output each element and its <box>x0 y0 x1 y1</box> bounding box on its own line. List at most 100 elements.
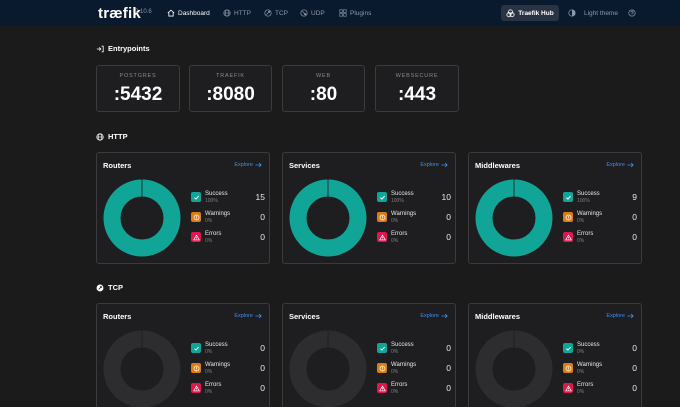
status-donut-chart <box>475 179 553 257</box>
legend-count: 0 <box>260 232 265 242</box>
nav-plugins-label: Plugins <box>350 9 372 17</box>
explore-link[interactable]: Explore <box>234 162 262 168</box>
status-legend: Success 0% 0 Warnings 0% 0 Errors <box>191 342 265 402</box>
card-title: Routers <box>103 312 132 321</box>
help-button[interactable] <box>628 6 636 20</box>
nav-udp-label: UDP <box>311 9 325 17</box>
home-icon <box>167 9 175 17</box>
arrow-right-icon <box>255 313 262 319</box>
legend-count: 0 <box>632 363 637 373</box>
legend-percent: 0% <box>391 238 399 244</box>
nav-tcp[interactable]: TCP <box>264 6 288 20</box>
legend-warnings: Warnings 0% 0 <box>563 211 637 231</box>
status-legend: Success 0% 0 Warnings 0% 0 Errors <box>377 342 451 402</box>
legend-count: 10 <box>441 192 451 202</box>
contrast-icon <box>568 9 576 17</box>
legend-success: Success 100% 15 <box>191 191 265 211</box>
entrypoint-name: TRAEFIK <box>216 73 245 79</box>
legend-label: Errors <box>391 231 408 237</box>
legend-label: Errors <box>391 382 408 388</box>
legend-label: Warnings <box>577 211 603 217</box>
light-theme-toggle[interactable]: Light theme <box>568 6 618 20</box>
legend-percent: 0% <box>577 349 585 355</box>
status-donut-chart <box>289 330 367 407</box>
http-title: HTTP <box>108 132 128 141</box>
legend-label: Warnings <box>577 362 603 368</box>
legend-percent: 0% <box>391 389 399 395</box>
status-legend: Success 100% 10 Warnings 0% 0 Erro <box>377 191 451 251</box>
legend-count: 9 <box>632 192 637 202</box>
tcp-services-card: Services Explore Success 0% 0 <box>282 303 456 407</box>
error-icon <box>191 383 201 393</box>
legend-label: Warnings <box>205 362 231 368</box>
legend-success: Success 0% 0 <box>377 342 451 362</box>
error-icon <box>563 383 573 393</box>
card-title: Services <box>289 312 320 321</box>
legend-warnings: Warnings 0% 0 <box>377 362 451 382</box>
legend-count: 0 <box>446 343 451 353</box>
legend-count: 0 <box>632 383 637 393</box>
status-donut-chart <box>475 330 553 407</box>
explore-label: Explore <box>606 162 625 168</box>
globe-icon <box>223 9 231 17</box>
status-donut-chart <box>103 179 181 257</box>
entrypoint-name: WEBSECURE <box>395 73 439 79</box>
explore-link[interactable]: Explore <box>606 162 634 168</box>
legend-count: 0 <box>446 232 451 242</box>
http-routers-card: Routers Explore Success 100% 15 <box>96 152 270 264</box>
error-icon <box>377 383 387 393</box>
traefik-hub-button[interactable]: Traefik Hub <box>501 5 559 21</box>
globe-icon <box>96 132 104 141</box>
legend-percent: 0% <box>577 218 585 224</box>
warning-icon <box>191 363 201 373</box>
entrypoint-port: :443 <box>397 84 437 105</box>
explore-label: Explore <box>606 313 625 319</box>
legend-errors: Errors 0% 0 <box>377 382 451 402</box>
arrow-right-icon <box>441 313 448 319</box>
legend-errors: Errors 0% 0 <box>191 382 265 402</box>
arrow-right-icon <box>627 162 634 168</box>
nav-http[interactable]: HTTP <box>223 6 251 20</box>
legend-count: 0 <box>260 343 265 353</box>
legend-percent: 0% <box>391 369 399 375</box>
entrypoint-card-traefik: TRAEFIK :8080 <box>189 65 272 112</box>
entrypoints-title: Entrypoints <box>108 44 150 53</box>
legend-warnings: Warnings 0% 0 <box>191 362 265 382</box>
legend-count: 0 <box>260 383 265 393</box>
explore-link[interactable]: Explore <box>420 313 448 319</box>
error-icon <box>377 232 387 242</box>
legend-label: Errors <box>205 382 222 388</box>
nav-plugins[interactable]: Plugins <box>339 6 371 20</box>
status-legend: Success 0% 0 Warnings 0% 0 Errors <box>563 342 637 402</box>
status-donut-chart <box>289 179 367 257</box>
explore-link[interactable]: Explore <box>234 313 262 319</box>
legend-percent: 0% <box>205 218 213 224</box>
check-icon <box>191 343 201 353</box>
legend-label: Success <box>205 191 228 197</box>
legend-count: 0 <box>632 343 637 353</box>
legend-count: 0 <box>632 212 637 222</box>
nav-udp[interactable]: UDP <box>300 6 325 20</box>
legend-success: Success 100% 9 <box>563 191 637 211</box>
legend-warnings: Warnings 0% 0 <box>377 211 451 231</box>
tcp-routers-card: Routers Explore Success 0% 0 <box>96 303 270 407</box>
plugins-icon <box>339 9 347 17</box>
nav-dashboard-label: Dashboard <box>178 9 210 17</box>
entrypoint-card-web: WEB :80 <box>282 65 365 112</box>
card-title: Routers <box>103 161 132 170</box>
legend-success: Success 0% 0 <box>191 342 265 362</box>
legend-percent: 0% <box>205 369 213 375</box>
traefik-hub-label: Traefik Hub <box>518 9 554 17</box>
legend-label: Success <box>577 191 600 197</box>
nav-dashboard[interactable]: Dashboard <box>167 6 210 20</box>
legend-label: Success <box>391 342 414 348</box>
traefik-logo[interactable]: træfik <box>98 5 141 22</box>
legend-count: 0 <box>260 212 265 222</box>
udp-icon <box>300 9 308 17</box>
explore-link[interactable]: Explore <box>420 162 448 168</box>
legend-percent: 0% <box>205 349 213 355</box>
explore-link[interactable]: Explore <box>606 313 634 319</box>
legend-count: 0 <box>446 212 451 222</box>
tcp-middlewares-card: Middlewares Explore Success 0% 0 <box>468 303 642 407</box>
status-legend: Success 100% 9 Warnings 0% 0 Error <box>563 191 637 251</box>
